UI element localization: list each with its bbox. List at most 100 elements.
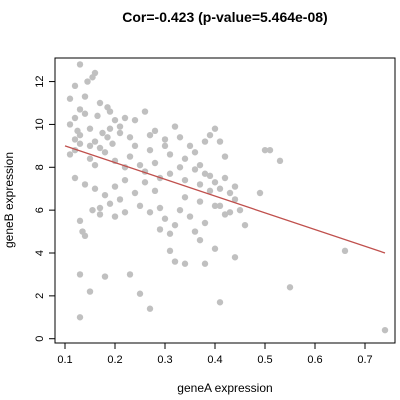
x-tick-label: 0.2 (107, 354, 122, 366)
plot-area (64, 61, 389, 334)
data-point (76, 61, 84, 68)
data-point (101, 273, 109, 280)
data-point (206, 131, 214, 139)
data-point (201, 219, 209, 227)
data-point (226, 209, 234, 216)
data-point (196, 161, 204, 169)
data-point (226, 189, 234, 197)
plot-frame (54, 57, 396, 344)
data-point (156, 204, 164, 212)
data-point (81, 181, 89, 188)
data-point (231, 196, 239, 203)
data-point (166, 170, 174, 177)
chart-title: Cor=-0.423 (p-value=5.464e-08) (122, 9, 327, 25)
data-point (91, 185, 99, 192)
data-point (201, 260, 209, 267)
data-point (106, 108, 114, 115)
data-point (201, 170, 209, 177)
x-axis-title: geneA expression (177, 381, 272, 395)
data-point (146, 209, 154, 216)
data-point (81, 110, 89, 117)
data-point (109, 140, 116, 147)
data-point (151, 127, 159, 135)
data-point (216, 185, 224, 192)
data-point (176, 134, 184, 141)
data-point (181, 260, 189, 267)
data-point (161, 142, 169, 150)
data-point (221, 153, 229, 160)
data-point (96, 99, 104, 107)
data-point (231, 254, 239, 261)
data-point (91, 161, 99, 169)
data-point (176, 206, 184, 214)
data-point (196, 181, 204, 188)
data-point (141, 179, 149, 186)
data-point (146, 305, 154, 312)
data-point (241, 221, 249, 229)
data-point (206, 187, 214, 195)
x-tick-label: 0.4 (207, 354, 222, 366)
data-point (101, 191, 109, 199)
data-point (221, 211, 229, 218)
data-point (181, 176, 189, 184)
data-point (181, 194, 189, 201)
x-tick-label: 0.7 (357, 354, 372, 366)
data-point (96, 211, 104, 218)
data-point (191, 149, 199, 156)
data-point (146, 131, 154, 139)
data-point (89, 74, 96, 81)
data-point (89, 206, 96, 214)
data-point (71, 136, 79, 143)
data-point (206, 172, 214, 180)
data-point (121, 209, 129, 216)
data-point (166, 247, 174, 255)
data-point (211, 179, 219, 186)
data-point (131, 142, 139, 150)
data-point (171, 123, 179, 130)
data-point (81, 93, 89, 100)
data-point (121, 176, 129, 184)
y-axis-title: geneB expression (2, 152, 16, 248)
data-point (211, 125, 219, 132)
y-tick-label: 0 (34, 336, 46, 342)
data-point (236, 206, 244, 214)
data-point (256, 189, 264, 197)
data-point (76, 140, 84, 147)
data-point (76, 217, 84, 225)
data-point (171, 221, 179, 229)
y-axis: 0 2 4 6 8 10 12 (34, 75, 55, 342)
data-point (66, 95, 74, 102)
data-point (191, 228, 199, 235)
y-tick-label: 12 (34, 75, 46, 87)
data-point (111, 183, 119, 190)
data-point (141, 108, 149, 115)
data-point (216, 299, 224, 306)
data-point (161, 136, 169, 143)
regression-line (64, 145, 386, 254)
data-point (216, 202, 224, 210)
data-point (211, 202, 219, 210)
data-point (71, 82, 79, 90)
data-point (99, 129, 106, 137)
data-point (86, 155, 94, 162)
data-point (111, 116, 119, 124)
data-point (86, 125, 94, 132)
data-point (101, 149, 109, 156)
data-point (196, 236, 204, 244)
data-point (146, 146, 154, 154)
data-point (276, 157, 284, 165)
data-point (104, 134, 111, 141)
data-point (131, 116, 139, 124)
data-point (166, 151, 174, 158)
data-point (71, 174, 79, 182)
data-point (136, 202, 144, 210)
data-point (126, 271, 134, 278)
x-tick-label: 0.1 (57, 354, 72, 366)
y-tick-label: 4 (34, 250, 46, 256)
data-point (106, 200, 114, 207)
data-point (211, 245, 219, 252)
data-point (126, 134, 134, 141)
x-tick-label: 0.6 (307, 354, 322, 366)
data-point (171, 258, 179, 265)
